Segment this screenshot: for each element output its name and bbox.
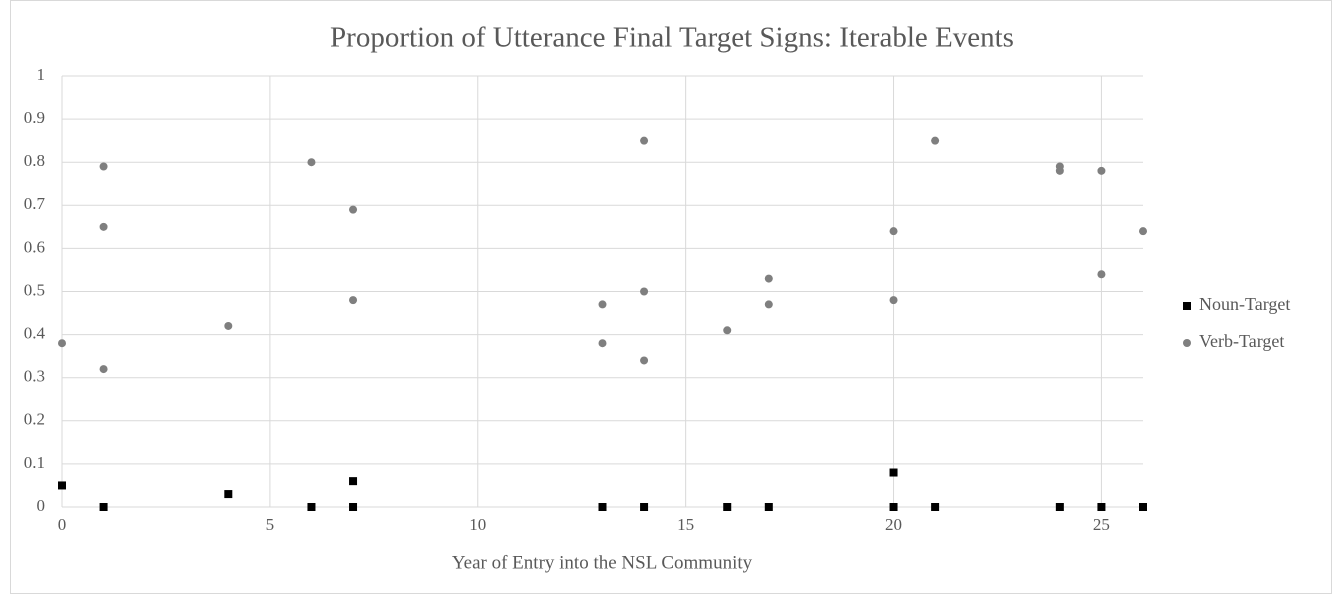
- data-point: [1139, 227, 1147, 236]
- data-point: [640, 503, 649, 511]
- data-point: [723, 326, 732, 335]
- x-tick-label: 5: [266, 515, 275, 534]
- data-point: [889, 468, 898, 477]
- data-point: [1055, 166, 1064, 175]
- data-point: [764, 300, 773, 309]
- data-point: [307, 158, 316, 167]
- data-point: [640, 136, 649, 145]
- data-point: [58, 481, 66, 490]
- data-point: [349, 296, 358, 305]
- chart-frame: [10, 0, 1332, 594]
- x-tick-label: 10: [469, 515, 486, 534]
- data-point: [349, 477, 358, 486]
- data-point: [598, 300, 607, 309]
- data-point: [99, 222, 108, 231]
- data-point: [723, 503, 732, 511]
- y-tick-label: 0.1: [24, 453, 45, 472]
- x-tick-label: 0: [58, 515, 67, 534]
- data-point: [1055, 503, 1064, 511]
- data-point: [224, 490, 233, 499]
- data-point: [1097, 166, 1106, 175]
- y-tick-label: 0.4: [24, 324, 46, 343]
- y-tick-label: 0.3: [24, 367, 45, 386]
- y-tick-label: 1: [37, 65, 46, 84]
- x-tick-label: 25: [1093, 515, 1110, 534]
- data-point: [889, 503, 898, 511]
- data-point: [99, 365, 108, 374]
- legend-label: Verb-Target: [1199, 331, 1284, 351]
- data-point: [764, 503, 773, 511]
- data-point: [1097, 270, 1106, 279]
- data-point: [598, 339, 607, 348]
- x-axis-label: Year of Entry into the NSL Community: [452, 552, 753, 573]
- legend-marker: [1183, 339, 1191, 347]
- data-point: [349, 205, 358, 214]
- x-tick-label: 15: [677, 515, 694, 534]
- data-point: [931, 136, 940, 145]
- data-point: [1139, 503, 1147, 511]
- legend-marker: [1183, 302, 1191, 310]
- data-point: [224, 321, 233, 330]
- data-point: [598, 503, 607, 511]
- y-tick-label: 0.6: [24, 237, 45, 256]
- data-point: [99, 162, 108, 171]
- y-tick-label: 0.5: [24, 280, 45, 299]
- legend-label: Noun-Target: [1199, 294, 1290, 314]
- data-point: [99, 503, 108, 511]
- data-point: [931, 503, 940, 511]
- x-tick-label: 20: [885, 515, 902, 534]
- data-point: [889, 296, 898, 305]
- y-tick-label: 0.7: [24, 194, 46, 213]
- y-tick-label: 0.9: [24, 108, 45, 127]
- data-point: [640, 356, 649, 365]
- data-point: [349, 503, 358, 511]
- data-point: [640, 287, 649, 296]
- data-point: [1097, 503, 1106, 511]
- data-point: [764, 274, 773, 283]
- y-tick-label: 0: [37, 496, 46, 515]
- y-tick-label: 0.2: [24, 410, 45, 429]
- chart-title: Proportion of Utterance Final Target Sig…: [330, 22, 1014, 54]
- y-tick-label: 0.8: [24, 151, 45, 170]
- data-point: [889, 227, 898, 236]
- data-point: [58, 339, 66, 348]
- data-point: [307, 503, 316, 511]
